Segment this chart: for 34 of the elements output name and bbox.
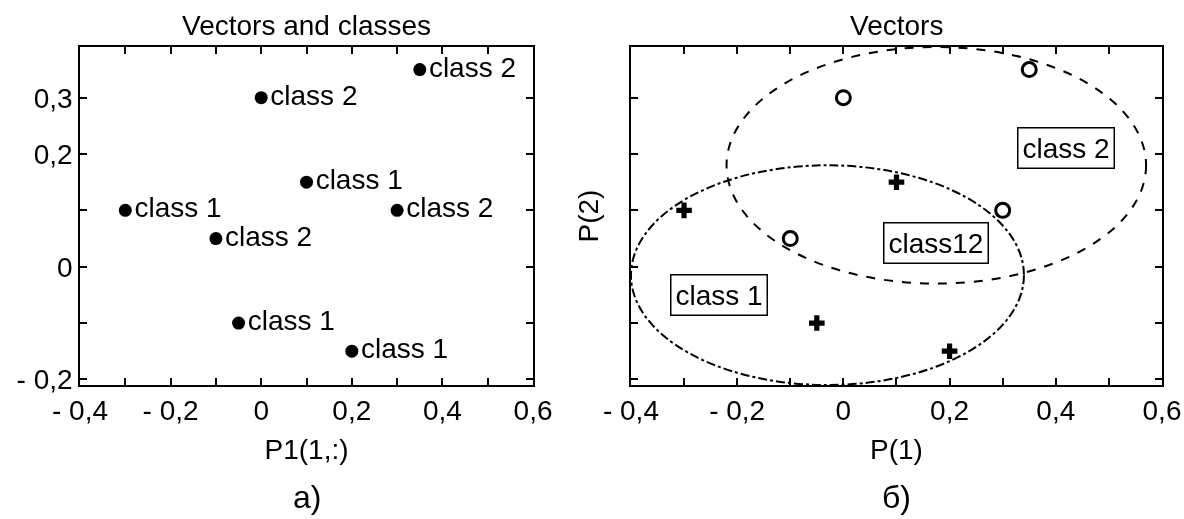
x-tick-label: - 0,2 xyxy=(709,395,766,427)
y-tick-label: - 0,2 xyxy=(16,364,73,396)
annotation: class 2 xyxy=(1022,132,1110,164)
annotation: class12 xyxy=(888,227,984,259)
x-axis-title: P(1) xyxy=(870,433,923,465)
text: б) xyxy=(882,479,911,515)
y-tick-label: 0,2 xyxy=(33,138,73,170)
x-tick-label: 0,6 xyxy=(513,395,553,427)
x-tick-label: 0,6 xyxy=(1142,395,1182,427)
x-axis-title: P1(1,:) xyxy=(264,433,349,465)
series-label: class 2 xyxy=(406,192,494,224)
x-tick-label: 0,4 xyxy=(422,395,462,427)
chart-title: Vectors xyxy=(850,10,944,41)
x-tick-label: 0,2 xyxy=(332,395,372,427)
y-tick-label: 0 xyxy=(57,251,73,283)
x-tick-label: - 0,4 xyxy=(51,395,109,427)
x-tick-label: - 0,2 xyxy=(142,395,199,427)
annotation: class 1 xyxy=(675,279,763,311)
x-tick-label: - 0,4 xyxy=(602,395,659,427)
y-tick-label: 0,3 xyxy=(33,82,73,114)
x-tick-label: 0,2 xyxy=(930,395,970,427)
text: а) xyxy=(293,479,322,515)
x-tick-label: 0,4 xyxy=(1036,395,1076,427)
chart-title: Vectors and classes xyxy=(182,10,432,41)
series-label: class 1 xyxy=(134,192,222,224)
series-label: class 1 xyxy=(360,333,449,365)
series-label: class 1 xyxy=(247,305,335,337)
series-label: class 2 xyxy=(225,220,313,252)
y-axis-title: P(2) xyxy=(573,189,605,243)
series-label: class 1 xyxy=(315,164,403,196)
x-tick-label: 0 xyxy=(253,395,269,427)
x-tick-label: 0 xyxy=(835,395,852,427)
series-label: class 2 xyxy=(270,79,358,111)
series-label: class 2 xyxy=(428,51,517,83)
